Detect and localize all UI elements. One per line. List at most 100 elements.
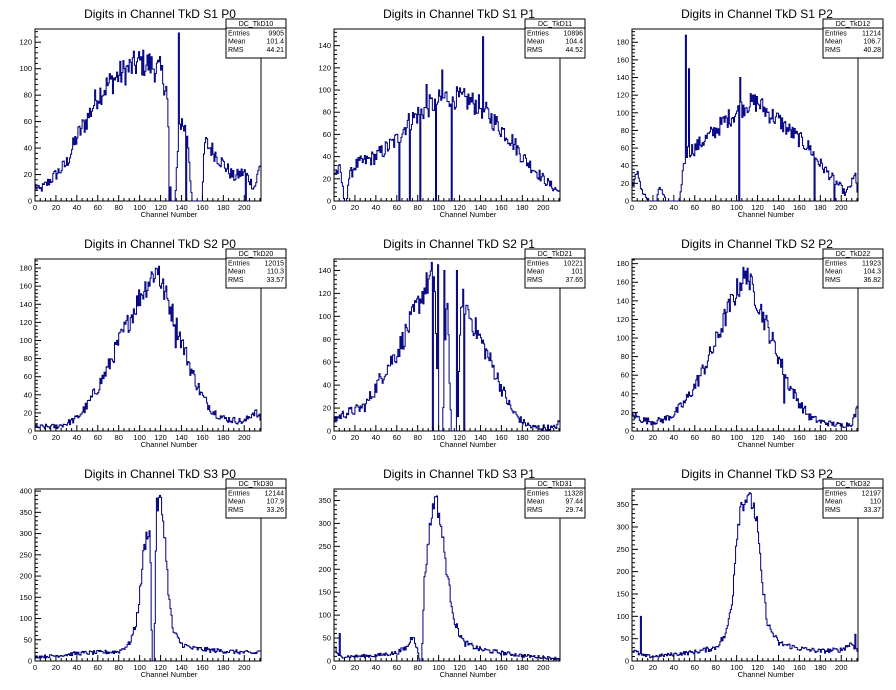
x-axis-title: Channel Number bbox=[738, 210, 795, 219]
y-tick-label: 40 bbox=[621, 161, 629, 170]
x-tick-label: 180 bbox=[814, 433, 827, 442]
stats-label: Entries bbox=[527, 491, 549, 498]
histogram-series bbox=[35, 265, 261, 430]
x-tick-label: 140 bbox=[772, 203, 785, 212]
stats-box: DC_TkD30 Entries 12144 Mean 107.9 RMS 33.26 bbox=[225, 478, 287, 519]
y-tick-label: 80 bbox=[24, 91, 32, 100]
y-axis: 0 20 40 60 80 100 120 bbox=[19, 31, 41, 206]
stats-label: Entries bbox=[825, 491, 847, 498]
stats-name: DC_TkD21 bbox=[538, 251, 573, 258]
y-tick-label: 150 bbox=[19, 593, 32, 602]
histogram-panel-8: Digits in Channel TkD S3 P2 0 20 40 60 80 100 1… bbox=[616, 467, 884, 679]
x-axis-title: Channel Number bbox=[141, 670, 198, 679]
stats-box: DC_TkD11 Entries 10896 Mean 104.4 RMS 44.52 bbox=[524, 18, 586, 59]
y-axis: 0 20 40 60 80 100 120 140 bbox=[318, 31, 340, 206]
y-axis: 0 50 100 150 200 250 300 350 400 bbox=[19, 487, 41, 666]
y-tick-label: 150 bbox=[616, 589, 629, 598]
x-tick-label: 60 bbox=[691, 663, 699, 672]
stats-value: 104.3 bbox=[863, 269, 881, 276]
y-tick-label: 80 bbox=[24, 354, 32, 363]
stats-label: Entries bbox=[228, 31, 250, 38]
histogram-series bbox=[334, 36, 560, 202]
stats-label: Mean bbox=[228, 269, 246, 276]
stats-value: 110.3 bbox=[267, 269, 284, 276]
panel-title: Digits in Channel TkD S1 P1 bbox=[383, 7, 535, 21]
y-tick-label: 140 bbox=[318, 266, 331, 275]
x-axis: 0 20 40 60 80 100 120 140 160 180 200 Channel Numbe… bbox=[630, 425, 858, 449]
x-tick-label: 140 bbox=[772, 663, 785, 672]
y-tick-label: 20 bbox=[323, 404, 331, 413]
histogram-panel-7: Digits in Channel TkD S3 P1 0 20 40 60 80 100 1… bbox=[318, 467, 586, 679]
x-tick-label: 200 bbox=[238, 203, 251, 212]
x-tick-label: 100 bbox=[432, 433, 445, 442]
stats-value: 12015 bbox=[265, 261, 285, 268]
x-tick-label: 0 bbox=[33, 433, 37, 442]
plot-frame bbox=[333, 258, 561, 432]
y-tick-label: 40 bbox=[24, 144, 32, 153]
x-tick-label: 20 bbox=[649, 663, 657, 672]
stats-name: DC_TkD10 bbox=[239, 21, 274, 28]
y-tick-label: 0 bbox=[625, 657, 629, 666]
x-tick-label: 120 bbox=[453, 433, 466, 442]
x-tick-label: 40 bbox=[372, 663, 380, 672]
x-tick-label: 200 bbox=[537, 433, 550, 442]
x-axis: 0 20 40 60 80 100 120 140 160 180 200 Channel Numbe… bbox=[332, 655, 560, 679]
y-tick-label: 40 bbox=[323, 152, 331, 161]
x-tick-label: 0 bbox=[332, 663, 336, 672]
x-tick-label: 60 bbox=[393, 203, 401, 212]
y-tick-label: 300 bbox=[19, 529, 32, 538]
stats-label: Mean bbox=[228, 39, 246, 46]
stats-name: DC_TkD12 bbox=[836, 21, 871, 28]
stats-label: Mean bbox=[825, 499, 843, 506]
stats-value: 11923 bbox=[862, 261, 881, 268]
x-tick-label: 200 bbox=[835, 203, 848, 212]
stats-label: Entries bbox=[825, 261, 847, 268]
y-tick-label: 100 bbox=[318, 312, 331, 321]
y-tick-label: 40 bbox=[621, 389, 629, 398]
histogram-series bbox=[334, 261, 560, 432]
y-tick-label: 80 bbox=[621, 126, 629, 135]
x-tick-label: 100 bbox=[133, 203, 146, 212]
y-tick-label: 60 bbox=[323, 358, 331, 367]
histogram-series bbox=[334, 495, 560, 662]
panel-title: Digits in Channel TkD S1 P2 bbox=[681, 7, 833, 21]
histogram-panel-6: Digits in Channel TkD S3 P0 0 20 40 60 80 100 1… bbox=[19, 467, 287, 679]
x-tick-label: 160 bbox=[495, 433, 508, 442]
x-tick-label: 100 bbox=[133, 433, 146, 442]
stats-value: 106.7 bbox=[863, 39, 881, 46]
x-tick-label: 20 bbox=[649, 433, 657, 442]
stats-box: DC_TkD32 Entries 12197 Mean 110 RMS 33.37 bbox=[822, 478, 884, 519]
x-tick-label: 180 bbox=[217, 203, 230, 212]
y-tick-label: 300 bbox=[318, 519, 331, 528]
x-tick-label: 160 bbox=[793, 663, 806, 672]
x-tick-label: 80 bbox=[712, 433, 720, 442]
y-tick-label: 0 bbox=[327, 427, 331, 436]
y-tick-label: 100 bbox=[318, 611, 331, 620]
y-tick-label: 180 bbox=[19, 264, 32, 273]
plot-frame bbox=[34, 488, 262, 662]
x-tick-label: 180 bbox=[217, 663, 230, 672]
plot-frame bbox=[631, 488, 859, 662]
stats-label: Mean bbox=[527, 269, 545, 276]
y-tick-label: 80 bbox=[323, 108, 331, 117]
panel-title: Digits in Channel TkD S1 P0 bbox=[84, 7, 236, 21]
x-tick-label: 20 bbox=[351, 203, 359, 212]
y-tick-label: 100 bbox=[318, 86, 331, 95]
stats-label: Mean bbox=[825, 39, 843, 46]
x-axis: 0 20 40 60 80 100 120 140 160 180 200 Channel Numbe… bbox=[630, 655, 858, 679]
histogram-panel-3: Digits in Channel TkD S2 P0 0 20 40 60 80 100 1… bbox=[19, 237, 287, 449]
stats-label: Entries bbox=[527, 31, 549, 38]
y-tick-label: 0 bbox=[28, 427, 32, 436]
y-tick-label: 0 bbox=[625, 197, 629, 206]
x-tick-label: 160 bbox=[196, 663, 209, 672]
x-tick-label: 100 bbox=[730, 203, 743, 212]
x-tick-label: 160 bbox=[196, 433, 209, 442]
y-axis: 0 50 100 150 200 250 300 350 bbox=[616, 490, 638, 666]
x-tick-label: 60 bbox=[94, 663, 102, 672]
y-tick-label: 0 bbox=[28, 657, 32, 666]
y-tick-label: 80 bbox=[323, 335, 331, 344]
y-tick-label: 140 bbox=[616, 73, 629, 82]
histogram-series bbox=[632, 266, 858, 428]
y-tick-label: 0 bbox=[625, 427, 629, 436]
stats-value: 9905 bbox=[268, 31, 284, 38]
